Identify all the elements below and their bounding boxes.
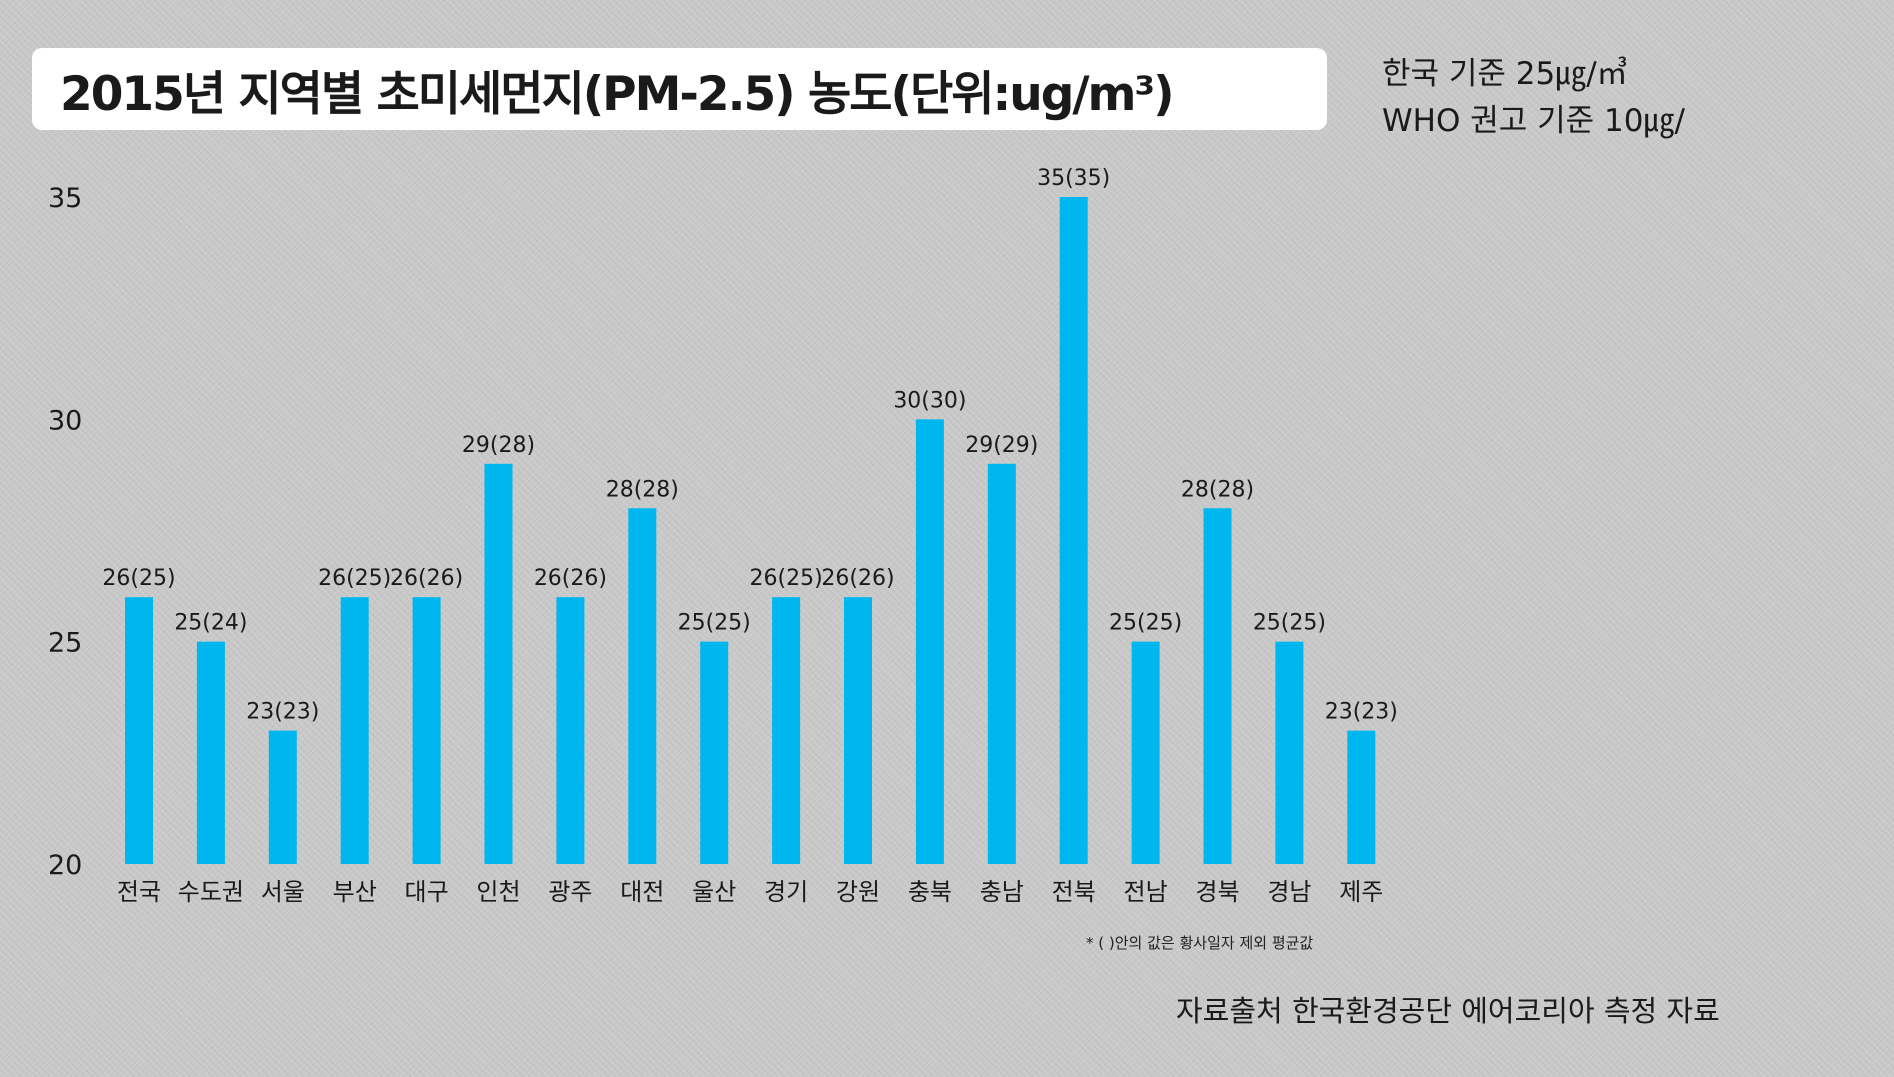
- chart-title: 2015년 지역별 초미세먼지(PM-2.5) 농도(단위:ug/m³): [60, 66, 1175, 122]
- data-label: 26(25): [318, 566, 391, 591]
- bar: [340, 597, 369, 864]
- category-label: 인천: [476, 878, 520, 906]
- bar: [556, 597, 585, 864]
- bar: [268, 730, 297, 864]
- data-label: 26(26): [390, 566, 463, 591]
- data-label: 28(28): [606, 477, 679, 502]
- y-tick-label: 25: [48, 628, 82, 659]
- category-label: 부산: [333, 878, 377, 906]
- bar: [700, 641, 729, 864]
- category-label: 전북: [1052, 878, 1096, 906]
- bar: [844, 597, 872, 864]
- data-label: 26(25): [750, 566, 823, 591]
- footnote: * ( )안의 값은 황사일자 제외 평균값: [1086, 934, 1314, 952]
- category-label: 강원: [836, 878, 880, 906]
- data-label: 28(28): [1181, 477, 1254, 502]
- title-box: 2015년 지역별 초미세먼지(PM-2.5) 농도(단위:ug/m³): [32, 48, 1327, 130]
- data-label: 26(25): [102, 566, 175, 591]
- bar: [196, 641, 225, 864]
- category-label: 울산: [692, 878, 736, 906]
- bar: [1275, 641, 1304, 864]
- bar: [1203, 508, 1232, 864]
- data-label: 26(26): [534, 566, 607, 591]
- category-label: 전남: [1124, 878, 1168, 906]
- category-label: 광주: [548, 878, 592, 906]
- y-tick-label: 35: [48, 183, 82, 214]
- data-label: 26(26): [821, 566, 894, 591]
- bar: [484, 463, 513, 864]
- data-label: 25(25): [1109, 611, 1182, 636]
- bar: [1059, 197, 1088, 864]
- category-label: 충남: [980, 878, 1024, 906]
- data-label: 30(30): [893, 388, 966, 413]
- category-label: 경북: [1195, 878, 1239, 906]
- bar: [987, 463, 1016, 864]
- category-label: 서울: [261, 878, 305, 906]
- category-label: 대전: [620, 878, 664, 906]
- data-label: 23(23): [1325, 700, 1398, 725]
- data-label: 23(23): [246, 700, 319, 725]
- category-label: 충북: [908, 878, 952, 906]
- bar: [1131, 641, 1160, 864]
- data-label: 25(25): [678, 611, 751, 636]
- category-label: 경기: [764, 878, 808, 906]
- data-label: 29(28): [462, 433, 535, 458]
- korea-standard-text: 한국 기준 25㎍/㎥: [1382, 56, 1628, 92]
- bar: [628, 508, 657, 864]
- source-credit: 자료출처 한국환경공단 에어코리아 측정 자료: [1176, 994, 1720, 1028]
- bar: [772, 597, 801, 864]
- y-tick-label: 30: [48, 405, 82, 436]
- category-label: 전국: [117, 878, 161, 906]
- data-label: 25(25): [1253, 611, 1326, 636]
- y-tick-label: 20: [48, 850, 82, 881]
- data-label: 35(35): [1037, 166, 1110, 191]
- bar: [915, 419, 944, 864]
- data-label: 25(24): [174, 611, 247, 636]
- bar: [1347, 730, 1376, 864]
- category-label: 경남: [1267, 878, 1311, 906]
- data-label: 29(29): [965, 433, 1038, 458]
- who-standard-text: WHO 권고 기준 10㎍/: [1382, 103, 1685, 139]
- category-label: 제주: [1339, 878, 1383, 906]
- bar: [125, 597, 153, 864]
- category-label: 수도권: [178, 878, 244, 906]
- category-label: 대구: [405, 878, 449, 906]
- bar: [412, 597, 441, 864]
